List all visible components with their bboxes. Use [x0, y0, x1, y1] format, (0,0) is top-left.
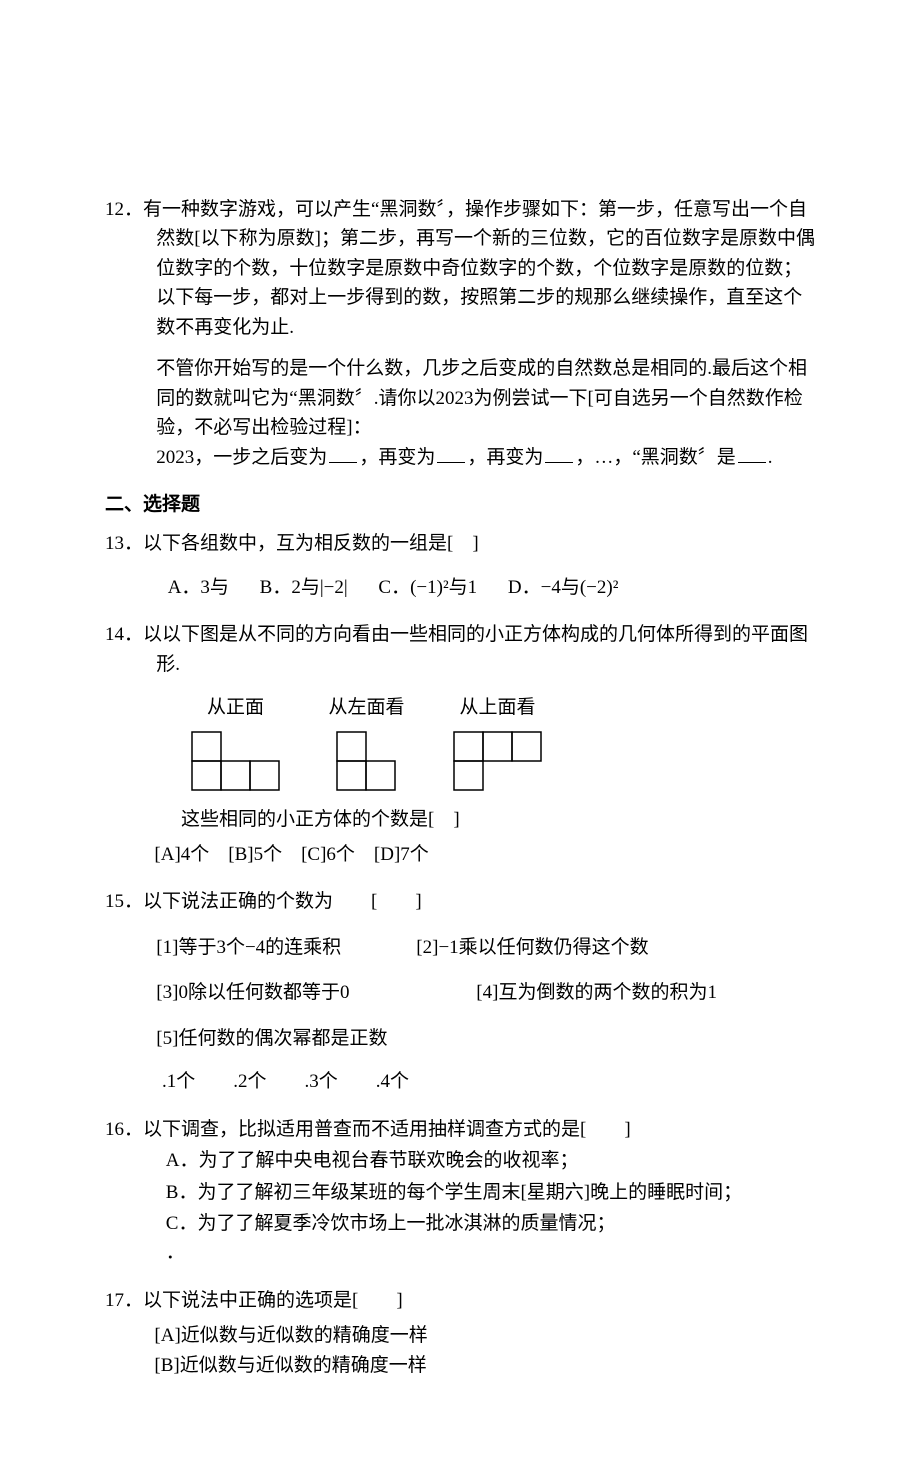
view-left-label: 从左面看 [329, 693, 405, 722]
q15-number: 15． [105, 891, 143, 912]
q12-l3b: ，再变为 [359, 447, 435, 468]
q17-number: 17． [105, 1290, 143, 1311]
q15-options: .1个 .2个 .3个 .4个 [105, 1067, 820, 1096]
q15-s5: [5]任何数的偶次幂都是正数 [156, 1024, 387, 1053]
q14-stem: 以以下图是从不同的方向看由一些相同的小正方体构成的几何体所得到的平面图形. [143, 624, 808, 674]
q12-l3e: . [768, 447, 773, 468]
q12-l3c: ，再变为 [467, 447, 543, 468]
view-top: 从上面看 [453, 693, 543, 792]
q12-l3a: 2023，一步之后变为 [156, 447, 327, 468]
q14-views: 从正面 从左面看 [105, 693, 820, 792]
q12-text1: 有一种数字游戏，可以产生“黑洞数〞，操作步骤如下：第一步，任意写出一个自然数[以… [143, 199, 815, 338]
q15-statements: [1]等于3个−4的连乘积[2]−1乘以任何数仍得这个数 [3]0除以任何数都等… [105, 933, 820, 1053]
top-view-shape [453, 731, 543, 793]
question-14: 14．以以下图是从不同的方向看由一些相同的小正方体构成的几何体所得到的平面图形.… [105, 620, 820, 869]
question-15: 15．以下说法正确的个数为 [ ] [1]等于3个−4的连乘积[2]−1乘以任何… [105, 887, 820, 1096]
q15-s3: [3]0除以任何数都等于0 [156, 978, 476, 1007]
q12-line3: 2023，一步之后变为 ，再变为 ，再变为 ，…，“黑洞数〞是. [105, 443, 820, 472]
q13-opt-b: B．2与|−2| [260, 573, 348, 602]
q15-stem: 以下说法正确的个数为 [ ] [143, 891, 422, 912]
q14-options: [A]4个 [B]5个 [C]6个 [D]7个 [105, 840, 820, 869]
question-16: 16．以下调查，比拟适用普查而不适用抽样调查方式的是[ ] A．为了了解中央电视… [105, 1115, 820, 1268]
q15-s1: [1]等于3个−4的连乘积 [156, 933, 416, 962]
q13-options: A．3与 B．2与|−2| C．(−1)²与1 D．−4与(−2)² [105, 573, 820, 602]
q17-opt-a: [A]近似数与近似数的精确度一样 [154, 1321, 820, 1350]
q12-para2: 不管你开始写的是一个什么数，几步之后变成的自然数总是相同的.最后这个相同的数就叫… [105, 354, 820, 442]
q14-number: 14． [105, 624, 143, 645]
question-12: 12．有一种数字游戏，可以产生“黑洞数〞，操作步骤如下：第一步，任意写出一个自然… [105, 195, 820, 472]
blank-3 [545, 443, 573, 462]
q13-opt-c: C．(−1)²与1 [378, 573, 477, 602]
q16-number: 16． [105, 1119, 143, 1140]
blank-1 [329, 443, 357, 462]
q16-opt-c: C．为了了解夏季冷饮市场上一批冰淇淋的质量情况； [166, 1209, 820, 1238]
q16-opt-b: B．为了了解初三年级某班的每个学生周末[星期六]晚上的睡眠时间； [166, 1178, 820, 1207]
q15-s2: [2]−1乘以任何数仍得这个数 [416, 933, 648, 962]
q12-para1: 12．有一种数字游戏，可以产生“黑洞数〞，操作步骤如下：第一步，任意写出一个自然… [105, 195, 820, 342]
q13-number: 13． [105, 533, 143, 554]
q16-stem: 以下调查，比拟适用普查而不适用抽样调查方式的是[ ] [143, 1119, 631, 1140]
q14-stem2: 这些相同的小正方体的个数是[ ] [105, 805, 820, 834]
view-left: 从左面看 [329, 693, 405, 792]
q12-number: 12． [105, 199, 143, 220]
view-front: 从正面 [191, 693, 281, 792]
view-top-label: 从上面看 [460, 693, 536, 722]
q17-opt-b: [B]近似数与近似数的精确度一样 [154, 1351, 820, 1380]
q15-s4: [4]互为倒数的两个数的积为1 [476, 978, 717, 1007]
question-17: 17．以下说法中正确的选项是[ ] [A]近似数与近似数的精确度一样 [B]近似… [105, 1286, 820, 1380]
front-view-shape [191, 731, 281, 793]
view-front-label: 从正面 [207, 693, 264, 722]
blank-4 [738, 443, 766, 462]
q16-options: A．为了了解中央电视台春节联欢晚会的收视率； B．为了了解初三年级某班的每个学生… [105, 1146, 820, 1238]
q16-opt-a: A．为了了解中央电视台春节联欢晚会的收视率； [166, 1146, 820, 1175]
q17-options: [A]近似数与近似数的精确度一样 [B]近似数与近似数的精确度一样 [105, 1321, 820, 1380]
q16-opt-d: ． [105, 1238, 820, 1267]
left-view-shape [336, 731, 398, 793]
question-13: 13．以下各组数中，互为相反数的一组是[ ] A．3与 B．2与|−2| C．(… [105, 529, 820, 602]
blank-2 [437, 443, 465, 462]
q13-opt-a: A．3与 [168, 573, 229, 602]
q17-stem: 以下说法中正确的选项是[ ] [143, 1290, 403, 1311]
q13-opt-d: D．−4与(−2)² [508, 573, 619, 602]
q12-l3d: ，…，“黑洞数〞是 [575, 447, 735, 468]
q13-stem: 以下各组数中，互为相反数的一组是[ ] [143, 533, 479, 554]
section-2-heading: 二、选择题 [105, 490, 820, 519]
